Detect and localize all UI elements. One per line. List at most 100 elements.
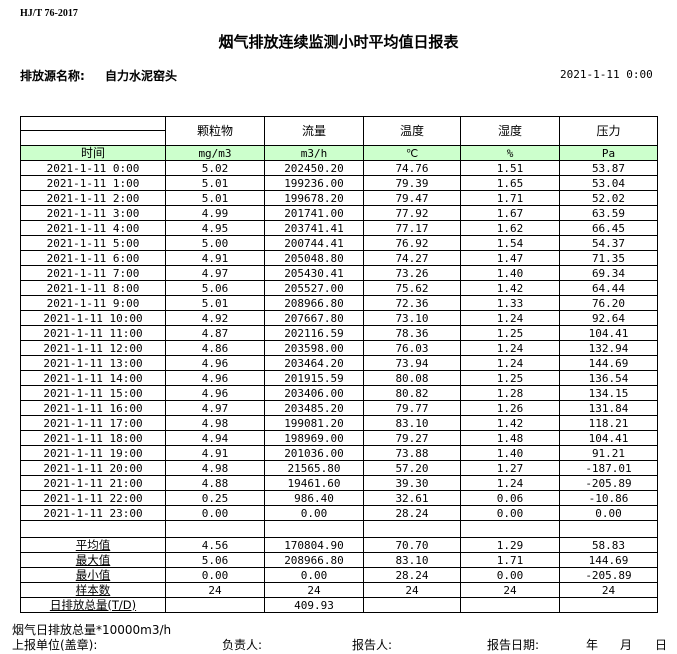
value-cell: 19461.60 [264, 475, 364, 491]
value-cell: 199081.20 [264, 415, 364, 431]
value-cell: -205.89 [559, 567, 658, 583]
value-cell: 1.48 [460, 430, 560, 446]
source-name: 自力水泥窑头 [105, 69, 178, 83]
value-cell: 1.71 [460, 190, 560, 206]
value-cell: 201741.00 [264, 205, 364, 221]
value-cell: 4.96 [165, 355, 265, 371]
row-label: 2021-1-11 1:00 [20, 175, 166, 191]
row-label: 2021-1-11 0:00 [20, 160, 166, 176]
row-label: 2021-1-11 7:00 [20, 265, 166, 281]
value-cell: 54.37 [559, 235, 658, 251]
value-cell: 79.77 [363, 400, 461, 416]
col-header: 温度 [363, 116, 461, 146]
value-cell: 4.86 [165, 340, 265, 356]
value-cell: 205048.80 [264, 250, 364, 266]
value-cell: 132.94 [559, 340, 658, 356]
row-label: 2021-1-11 23:00 [20, 505, 166, 521]
data-row: 2021-1-11 23:00 0.00 0.00 28.24 0.00 0.00 [20, 505, 658, 521]
value-cell: 1.25 [460, 325, 560, 341]
value-cell: 52.02 [559, 190, 658, 206]
data-row: 2021-1-11 1:00 5.01 199236.00 79.39 1.65 53.0… [20, 175, 658, 191]
row-label: 最小值 [20, 567, 166, 583]
value-cell: 79.27 [363, 430, 461, 446]
value-cell: 4.98 [165, 460, 265, 476]
value-cell: 63.59 [559, 205, 658, 221]
row-label: 2021-1-11 9:00 [20, 295, 166, 311]
summary-row: 日排放总量(T/D) 409.93 [20, 597, 658, 613]
value-cell: -10.86 [559, 490, 658, 506]
value-cell [165, 520, 265, 538]
summary-row: 最大值 5.06 208966.80 83.10 1.71 144.69 [20, 552, 658, 568]
data-row: 2021-1-11 17:00 4.98 199081.20 83.10 1.42 118… [20, 415, 658, 431]
value-cell: 136.54 [559, 370, 658, 386]
value-cell: -187.01 [559, 460, 658, 476]
value-cell: 1.27 [460, 460, 560, 476]
value-cell: 409.93 [264, 597, 364, 613]
value-cell: 0.25 [165, 490, 265, 506]
data-row: 2021-1-11 5:00 5.00 200744.41 76.92 1.54 54.3… [20, 235, 658, 251]
row-label: 2021-1-11 21:00 [20, 475, 166, 491]
value-cell [363, 520, 461, 538]
value-cell: 24 [559, 582, 658, 598]
value-cell: 71.35 [559, 250, 658, 266]
value-cell: 73.10 [363, 310, 461, 326]
value-cell: 1.42 [460, 415, 560, 431]
value-cell: 4.94 [165, 430, 265, 446]
value-cell: 203598.00 [264, 340, 364, 356]
value-cell: 24 [264, 582, 364, 598]
data-row: 2021-1-11 8:00 5.06 205527.00 75.62 1.42 64.4… [20, 280, 658, 296]
value-cell: 0.00 [264, 505, 364, 521]
value-cell: 0.00 [264, 567, 364, 583]
data-row: 2021-1-11 14:00 4.96 201915.59 80.08 1.25 136… [20, 370, 658, 386]
value-cell: 73.26 [363, 265, 461, 281]
value-cell: 4.56 [165, 537, 265, 553]
value-cell: 1.24 [460, 475, 560, 491]
data-row: 2021-1-11 22:00 0.25 986.40 32.61 0.06 -10.86 [20, 490, 658, 506]
value-cell: 91.21 [559, 445, 658, 461]
value-cell: 205527.00 [264, 280, 364, 296]
value-cell: 199236.00 [264, 175, 364, 191]
value-cell: 203464.20 [264, 355, 364, 371]
value-cell: 76.20 [559, 295, 658, 311]
data-row: 2021-1-11 16:00 4.97 203485.20 79.77 1.26 131… [20, 400, 658, 416]
value-cell: 0.00 [460, 567, 560, 583]
data-row: 2021-1-11 12:00 4.86 203598.00 76.03 1.24 132… [20, 340, 658, 356]
value-cell: 1.26 [460, 400, 560, 416]
value-cell: 198969.00 [264, 430, 364, 446]
row-label: 2021-1-11 11:00 [20, 325, 166, 341]
unit-cell: Pa [559, 145, 658, 161]
value-cell: 1.40 [460, 265, 560, 281]
summary-row: 平均值 4.56 170804.90 70.70 1.29 58.83 [20, 537, 658, 553]
value-cell: 1.62 [460, 220, 560, 236]
value-cell: 4.96 [165, 385, 265, 401]
value-cell: 5.01 [165, 175, 265, 191]
value-cell: 74.76 [363, 160, 461, 176]
value-cell: 58.83 [559, 537, 658, 553]
row-label: 2021-1-11 6:00 [20, 250, 166, 266]
value-cell: 74.27 [363, 250, 461, 266]
value-cell: 39.30 [363, 475, 461, 491]
value-cell: 203406.00 [264, 385, 364, 401]
value-cell: 77.92 [363, 205, 461, 221]
report-date: 2021-1-11 0:00 [560, 68, 653, 81]
value-cell: 1.24 [460, 340, 560, 356]
value-cell: 64.44 [559, 280, 658, 296]
value-cell: 1.40 [460, 445, 560, 461]
value-cell: -205.89 [559, 475, 658, 491]
value-cell [559, 597, 658, 613]
value-cell: 1.47 [460, 250, 560, 266]
value-cell: 66.45 [559, 220, 658, 236]
unit-label: 上报单位(盖章): [12, 638, 98, 652]
value-cell: 79.39 [363, 175, 461, 191]
value-cell: 78.36 [363, 325, 461, 341]
value-cell: 83.10 [363, 415, 461, 431]
data-row: 2021-1-11 18:00 4.94 198969.00 79.27 1.48 104… [20, 430, 658, 446]
row-label: 2021-1-11 22:00 [20, 490, 166, 506]
row-label: 最大值 [20, 552, 166, 568]
row-label: 日排放总量(T/D) [20, 597, 166, 613]
value-cell: 4.97 [165, 400, 265, 416]
data-row: 2021-1-11 19:00 4.91 201036.00 73.88 1.40 91.… [20, 445, 658, 461]
value-cell: 4.98 [165, 415, 265, 431]
data-row: 2021-1-11 11:00 4.87 202116.59 78.36 1.25 104… [20, 325, 658, 341]
data-row: 2021-1-11 15:00 4.96 203406.00 80.82 1.28 134… [20, 385, 658, 401]
